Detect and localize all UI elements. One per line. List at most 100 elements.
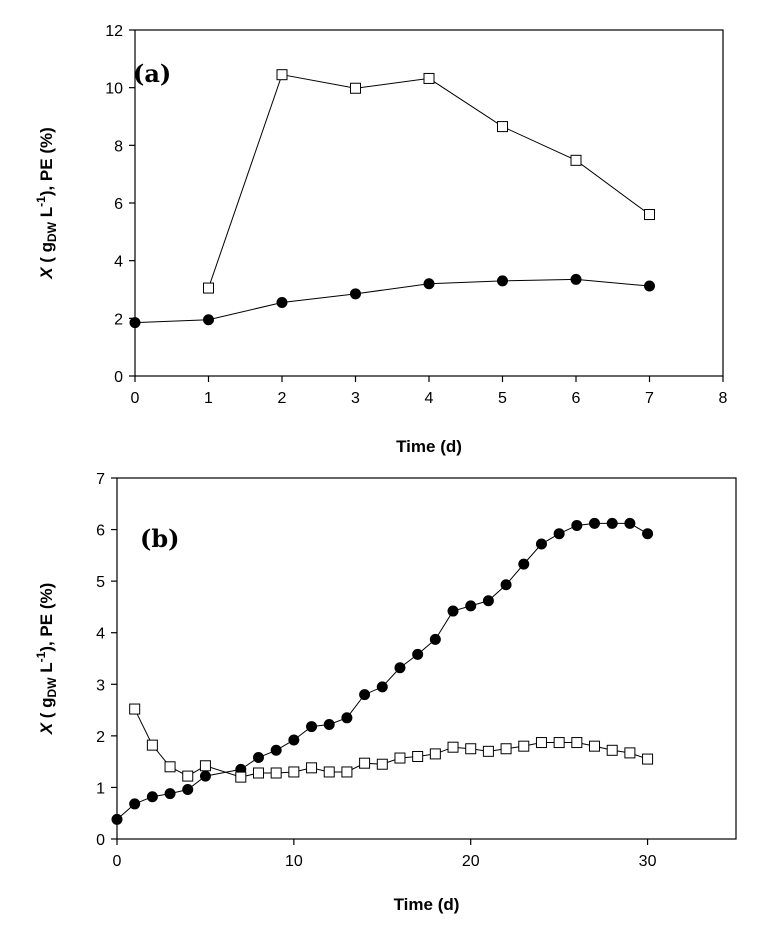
data-point-circle	[182, 783, 194, 795]
data-point-circle	[252, 752, 264, 764]
x-tick-label: 0	[113, 853, 122, 870]
data-point-circle	[203, 314, 214, 326]
data-point-circle	[412, 648, 424, 660]
panel-label: (a)	[133, 59, 171, 88]
x-tick-label: 8	[719, 390, 728, 407]
data-point-square	[270, 767, 282, 779]
y-tick-label: 8	[114, 138, 123, 155]
data-point-circle	[199, 770, 211, 782]
x-tick-label: 7	[645, 390, 654, 407]
data-point-square	[570, 154, 582, 166]
data-point-square	[429, 748, 441, 760]
y-tick-label: 0	[96, 832, 105, 849]
data-point-circle	[146, 791, 158, 803]
data-point-circle	[624, 517, 636, 529]
panel-label: (b)	[140, 524, 180, 553]
x-tick-label: 3	[351, 390, 360, 407]
series-line	[208, 74, 650, 289]
x-tick-label: 5	[498, 390, 507, 407]
series-line	[134, 278, 650, 324]
data-point-circle	[323, 719, 335, 731]
data-point-circle	[447, 605, 459, 617]
data-point-square	[235, 771, 247, 783]
series-filled-circles	[129, 273, 655, 329]
data-point-square	[518, 740, 530, 752]
data-point-square	[447, 741, 459, 753]
y-tick-label: 2	[114, 311, 123, 328]
data-point-square	[252, 767, 264, 779]
y-tick-label: 12	[105, 23, 123, 40]
data-point-square	[146, 739, 158, 751]
data-point-circle	[270, 744, 282, 756]
data-point-circle	[535, 538, 547, 550]
data-point-square	[376, 758, 388, 770]
data-point-circle	[571, 519, 583, 531]
data-point-square	[606, 744, 618, 756]
data-point-square	[500, 743, 512, 755]
data-point-square	[203, 282, 214, 294]
data-point-square	[571, 737, 583, 749]
data-point-circle	[129, 317, 141, 329]
series-filled-circles	[111, 517, 654, 825]
y-tick-label: 10	[105, 81, 123, 98]
x-tick-label: 20	[462, 853, 480, 870]
data-point-square	[423, 72, 435, 84]
data-point-square	[129, 703, 141, 715]
plot-frame	[116, 477, 737, 840]
data-point-square	[465, 743, 477, 755]
series-open-squares	[203, 69, 655, 294]
series-line	[134, 708, 648, 778]
data-point-square	[394, 752, 406, 764]
data-point-square	[350, 82, 361, 94]
data-point-circle	[553, 528, 565, 540]
data-point-circle	[350, 288, 361, 300]
data-point-square	[341, 766, 353, 778]
y-axis-title: X ( gDW L-1), PE (%)	[34, 583, 59, 736]
data-point-circle	[359, 689, 371, 701]
y-tick-label: 4	[114, 254, 123, 271]
x-tick-label: 30	[639, 853, 657, 870]
x-tick-label: 0	[131, 390, 140, 407]
x-tick-label: 2	[278, 390, 287, 407]
data-point-circle	[306, 721, 318, 733]
data-point-circle	[497, 275, 508, 287]
data-point-square	[182, 770, 194, 782]
data-point-square	[323, 766, 335, 778]
y-tick-label: 1	[96, 780, 105, 797]
data-point-circle	[570, 273, 582, 285]
y-tick-label: 5	[96, 574, 105, 591]
y-tick-label: 7	[96, 471, 105, 488]
data-point-circle	[642, 528, 654, 540]
data-point-square	[359, 757, 371, 769]
x-tick-label: 10	[285, 853, 303, 870]
data-point-circle	[129, 798, 141, 810]
chart-panel-b: 0 10 20 30 0 1 2 3 4 5 6 7 Time (d) X ( gDW L-1), PE …	[34, 471, 737, 914]
data-point-circle	[500, 579, 512, 591]
data-point-square	[642, 753, 654, 765]
data-point-square	[644, 209, 655, 221]
y-tick-label: 0	[114, 369, 123, 386]
data-point-circle	[589, 517, 601, 529]
series-open-squares	[129, 703, 654, 783]
data-point-circle	[164, 788, 176, 800]
data-point-square	[624, 747, 636, 759]
y-tick-label: 6	[114, 196, 123, 213]
data-point-circle	[429, 633, 441, 645]
data-point-square	[288, 766, 300, 778]
data-point-square	[535, 737, 547, 749]
data-point-circle	[606, 517, 618, 529]
data-point-circle	[394, 662, 406, 674]
data-point-circle	[518, 558, 530, 570]
data-point-circle	[341, 712, 353, 724]
data-point-square	[412, 750, 424, 762]
data-point-circle	[111, 813, 123, 825]
data-point-square	[553, 737, 565, 749]
data-point-square	[589, 740, 601, 752]
data-point-square	[497, 121, 508, 133]
data-point-circle	[423, 278, 435, 290]
y-tick-label: 3	[96, 677, 105, 694]
data-point-square	[482, 745, 494, 757]
x-tick-label: 1	[204, 390, 213, 407]
y-tick-label: 2	[96, 729, 105, 746]
